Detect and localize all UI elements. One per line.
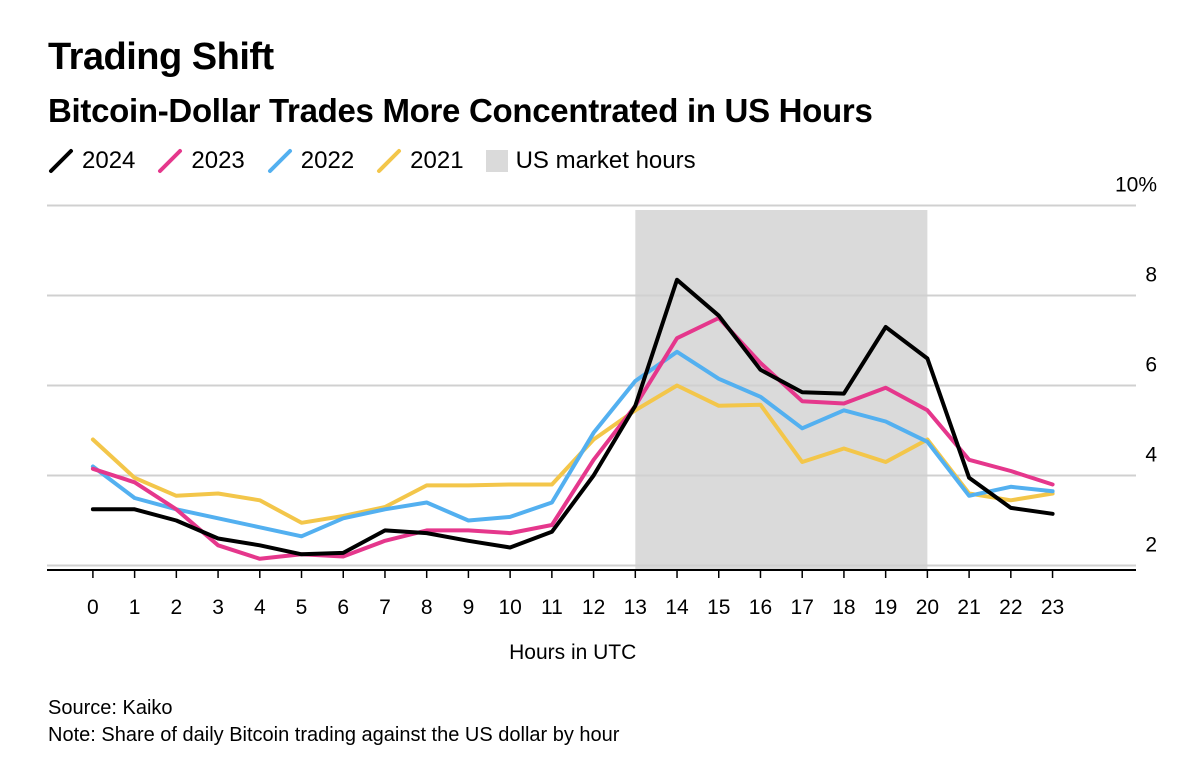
x-tick-label: 15 (707, 596, 730, 619)
x-axis-title: Hours in UTC (509, 641, 636, 664)
x-tick-label: 17 (791, 596, 814, 619)
x-tick-label: 6 (337, 596, 349, 619)
y-tick-label: 8 (1145, 264, 1157, 287)
x-tick-label: 7 (379, 596, 391, 619)
legend-swatch-2024 (49, 149, 73, 173)
x-tick-label: 13 (624, 596, 647, 619)
legend-label-2022: 2022 (300, 147, 355, 174)
legend-box-us-market-hours (485, 150, 508, 172)
x-tick-label: 22 (999, 596, 1022, 619)
x-tick-label: 11 (541, 596, 563, 619)
legend-item-2023: 2023 (157, 147, 245, 175)
x-tick-label: 14 (665, 596, 689, 619)
footnote: Note: Share of daily Bitcoin trading aga… (48, 724, 620, 746)
legend-item-us-market-hours: US market hours (485, 147, 696, 175)
chart-title: Trading Shift (48, 36, 274, 78)
x-tick-label: 20 (916, 596, 939, 619)
x-tick-label: 21 (957, 596, 980, 619)
legend-label-2021: 2021 (410, 147, 464, 174)
x-tick-label: 4 (254, 596, 266, 619)
series-line-2024 (90, 277, 1055, 557)
y-tick-label: 2 (1145, 534, 1157, 557)
legend-label-2023: 2023 (191, 147, 245, 174)
legend-swatch-2021 (377, 149, 402, 173)
x-tick-label: 0 (87, 596, 99, 619)
source-note: Source: Kaiko (48, 697, 173, 719)
legend-item-2024: 2024 (48, 147, 135, 175)
x-tick-label: 3 (212, 596, 224, 619)
x-tick-label: 8 (421, 596, 433, 619)
y-tick-label: 6 (1145, 354, 1157, 377)
legend-item-2021: 2021 (376, 147, 464, 175)
x-tick-label: 16 (749, 596, 772, 619)
x-tick-label: 19 (874, 596, 897, 619)
x-tick-label: 23 (1041, 596, 1064, 619)
legend-label-2024: 2024 (82, 147, 136, 174)
legend: 2024 2023 2022 2021 US market hours (48, 144, 718, 178)
series-line-2023 (90, 316, 1055, 561)
x-tick-label: 18 (832, 596, 855, 619)
series-line-2022 (90, 349, 1055, 539)
series-line-2021 (90, 383, 1055, 525)
x-tick-label: 1 (129, 596, 141, 619)
legend-item-2022: 2022 (267, 147, 354, 175)
legend-label-us-market-hours: US market hours (515, 147, 696, 174)
x-tick-label: 10 (498, 596, 521, 619)
x-tick-label: 12 (582, 596, 605, 619)
x-tick-label: 9 (463, 596, 475, 619)
chart-subtitle: Bitcoin-Dollar Trades More Concentrated … (48, 92, 873, 129)
y-tick-label: 10% (1115, 174, 1157, 197)
legend-swatch-2023 (158, 149, 183, 173)
legend-swatch-2022 (267, 149, 292, 173)
y-tick-label: 4 (1145, 444, 1157, 467)
x-tick-label: 2 (171, 596, 183, 619)
x-tick-label: 5 (296, 596, 308, 619)
